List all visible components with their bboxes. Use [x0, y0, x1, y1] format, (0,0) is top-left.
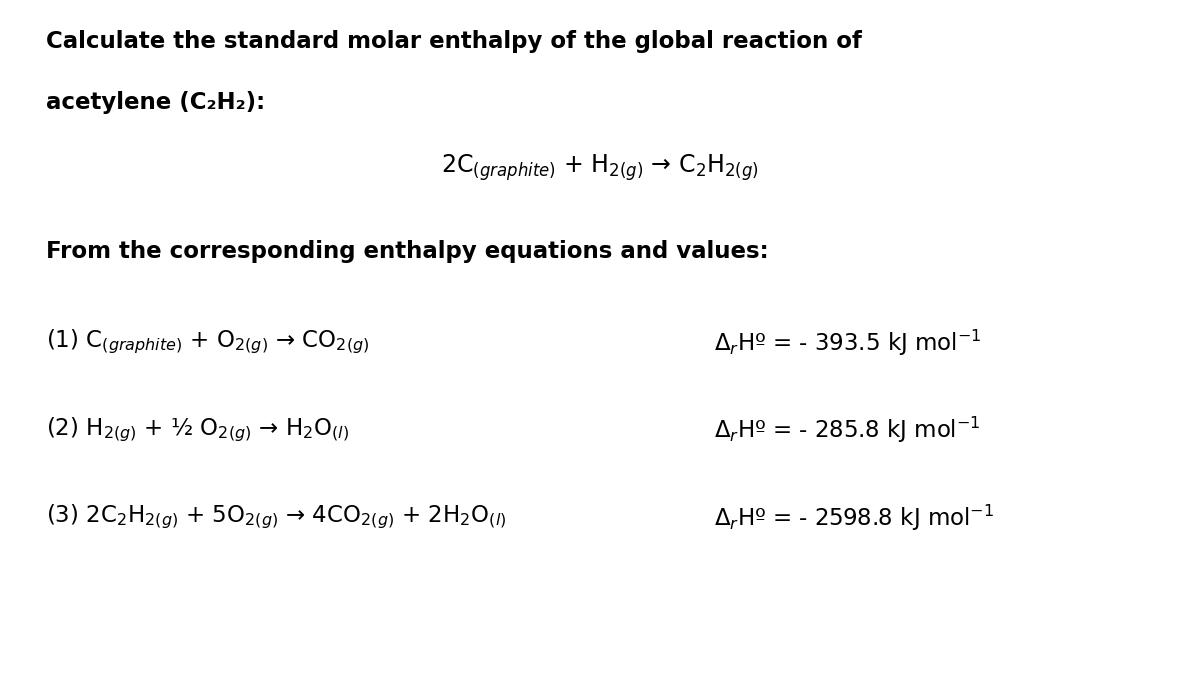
- Text: (2) H$_{2(g)}$ + ½ O$_{2(g)}$ → H$_2$O$_{(l)}$: (2) H$_{2(g)}$ + ½ O$_{2(g)}$ → H$_2$O$_…: [46, 415, 349, 443]
- Text: Δ$_r$Hº = - 393.5 kJ mol$^{-1}$: Δ$_r$Hº = - 393.5 kJ mol$^{-1}$: [714, 327, 982, 358]
- Text: Δ$_r$Hº = - 2598.8 kJ mol$^{-1}$: Δ$_r$Hº = - 2598.8 kJ mol$^{-1}$: [714, 503, 994, 533]
- Text: Δ$_r$Hº = - 285.8 kJ mol$^{-1}$: Δ$_r$Hº = - 285.8 kJ mol$^{-1}$: [714, 415, 980, 446]
- Text: 2C$_{(graphite)}$ + H$_{2(g)}$ → C$_2$H$_{2(g)}$: 2C$_{(graphite)}$ + H$_{2(g)}$ → C$_2$H$…: [442, 152, 758, 182]
- Text: acetylene (C₂H₂):: acetylene (C₂H₂):: [46, 91, 265, 114]
- Text: Calculate the standard molar enthalpy of the global reaction of: Calculate the standard molar enthalpy of…: [46, 30, 862, 53]
- Text: (3) 2C$_2$H$_{2(g)}$ + 5O$_{2(g)}$ → 4CO$_{2(g)}$ + 2H$_2$O$_{(l)}$: (3) 2C$_2$H$_{2(g)}$ + 5O$_{2(g)}$ → 4CO…: [46, 503, 506, 531]
- Text: (1) C$_{(graphite)}$ + O$_{2(g)}$ → CO$_{2(g)}$: (1) C$_{(graphite)}$ + O$_{2(g)}$ → CO$_…: [46, 327, 368, 356]
- Text: From the corresponding enthalpy equations and values:: From the corresponding enthalpy equation…: [46, 240, 768, 263]
